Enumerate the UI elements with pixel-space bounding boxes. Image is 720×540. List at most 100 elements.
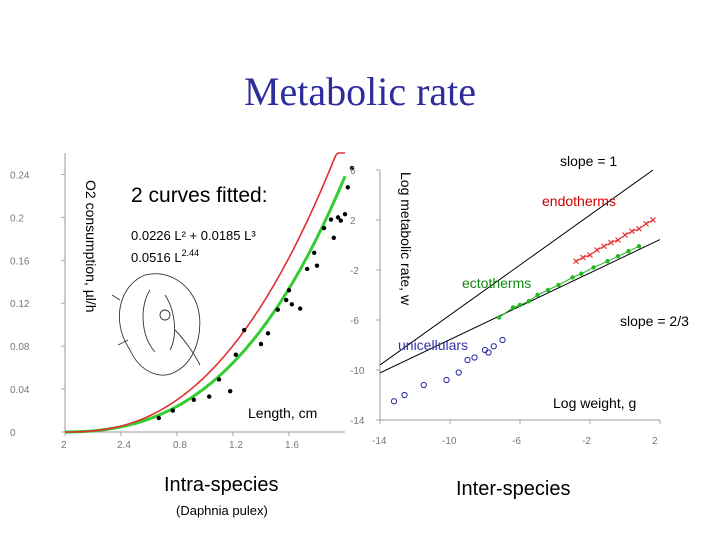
data-point — [312, 250, 317, 255]
data-point — [650, 217, 656, 223]
right-ylabel: Log metabolic rate, w — [398, 172, 414, 306]
right-y-tick-label: 2 — [350, 216, 356, 227]
left-caption: Intra-species — [164, 474, 279, 496]
data-point — [420, 381, 427, 389]
left-y-tick-label: 0.2 — [10, 213, 24, 224]
data-point — [191, 397, 196, 403]
left-x-tick-label: 1.2 — [229, 440, 243, 451]
data-point — [284, 297, 289, 303]
left-tick-labels: 0.24 0.2 0.16 0.12 0.08 0.04 0 2 2.4 0.8 1.2 1.6 — [10, 170, 299, 451]
right-chart-axes — [376, 169, 661, 424]
left-y-tick-label: 0.04 — [10, 385, 30, 396]
left-chart-axes — [61, 153, 345, 436]
reference-line — [379, 169, 654, 366]
data-point — [615, 237, 621, 243]
left-y-tick-label: 0 — [10, 428, 16, 439]
data-point — [573, 258, 579, 265]
right-tick-labels: 6 2 -2 -6 -10 -14 -14 -10 -6 -2 2 — [350, 166, 658, 447]
data-point — [156, 415, 161, 421]
right-y-tick-label: -14 — [350, 416, 365, 427]
data-point — [464, 356, 471, 364]
data-point — [622, 232, 628, 238]
data-point — [580, 254, 586, 261]
data-point — [605, 259, 610, 264]
data-point — [626, 249, 631, 254]
data-point — [556, 282, 561, 288]
data-point — [331, 235, 336, 240]
data-point — [636, 244, 642, 249]
data-point — [216, 377, 222, 382]
left-x-tick-label: 2.4 — [117, 440, 131, 451]
left-annotation-fit2-base: 0.0516 L — [131, 250, 182, 265]
left-fit-curves — [65, 152, 347, 434]
right-data-points — [390, 217, 656, 405]
left-annotation-fit1: 0.0226 L² + 0.0185 L³ — [131, 228, 256, 243]
data-point — [526, 299, 531, 304]
left-y-tick-label: 0.12 — [10, 299, 30, 310]
data-point — [305, 266, 310, 272]
data-point — [321, 225, 327, 231]
left-x-tick-label: 1.6 — [285, 440, 299, 451]
left-y-tick-label: 0.08 — [10, 342, 30, 353]
data-point — [170, 408, 175, 413]
intra-species-chart: 0.24 0.2 0.16 0.12 0.08 0.04 0 2 2.4 0.8 1.2 1.6 2 … — [10, 152, 355, 451]
data-point — [275, 307, 280, 312]
left-x-tick-label: 2 — [61, 440, 67, 451]
unicellulars-label: unicellulars — [398, 337, 468, 353]
left-annotation-heading: 2 curves fitted: — [131, 184, 268, 207]
data-point — [471, 354, 478, 361]
data-point — [594, 247, 600, 253]
data-point — [601, 243, 607, 250]
right-x-tick-label: -14 — [372, 436, 387, 447]
slope-two-thirds-label: slope = 2/3 — [620, 313, 689, 329]
endotherms-label: endotherms — [542, 193, 616, 209]
data-point — [636, 225, 642, 232]
fit-curve — [65, 175, 347, 434]
left-subcaption: (Daphnia pulex) — [176, 503, 268, 518]
left-y-tick-label: 0.24 — [10, 170, 30, 181]
left-ylabel: O2 consumption, µl/h — [83, 180, 99, 313]
data-point — [443, 376, 450, 384]
right-y-tick-label: -10 — [350, 366, 365, 377]
left-data-points — [156, 165, 355, 421]
data-point — [485, 349, 492, 356]
data-point — [490, 343, 497, 350]
left-xlabel: Length, cm — [248, 405, 317, 421]
data-point — [510, 305, 516, 310]
right-y-tick-label: 6 — [350, 166, 356, 177]
data-point — [342, 211, 348, 217]
data-point — [545, 287, 551, 293]
daphnia-illustration — [111, 273, 201, 376]
data-point — [286, 288, 292, 293]
slide-title: Metabolic rate — [243, 69, 477, 114]
data-point — [242, 327, 247, 333]
data-point — [587, 252, 593, 258]
right-y-tick-label: -6 — [350, 316, 359, 327]
slope-one-label: slope = 1 — [560, 153, 617, 169]
data-point — [455, 369, 462, 376]
data-point — [314, 263, 320, 268]
data-point — [349, 165, 355, 171]
data-point — [335, 215, 341, 220]
data-point — [499, 336, 506, 344]
data-point — [207, 394, 212, 399]
series-line — [575, 219, 654, 262]
data-point — [517, 302, 523, 308]
data-point — [345, 185, 350, 190]
data-point — [608, 239, 614, 246]
right-x-tick-label: -2 — [582, 436, 591, 447]
data-point — [535, 292, 540, 298]
right-caption: Inter-species — [456, 478, 571, 500]
right-y-tick-label: -2 — [350, 266, 359, 277]
data-point — [390, 398, 398, 405]
data-point — [338, 218, 343, 223]
fit-curve — [65, 152, 345, 433]
left-x-tick-label: 0.8 — [173, 440, 187, 451]
data-point — [265, 331, 271, 336]
data-point — [629, 228, 635, 235]
right-x-tick-label: 2 — [652, 436, 658, 447]
right-xlabel: Log weight, g — [553, 395, 636, 411]
data-point — [401, 391, 408, 399]
data-point — [591, 265, 596, 270]
